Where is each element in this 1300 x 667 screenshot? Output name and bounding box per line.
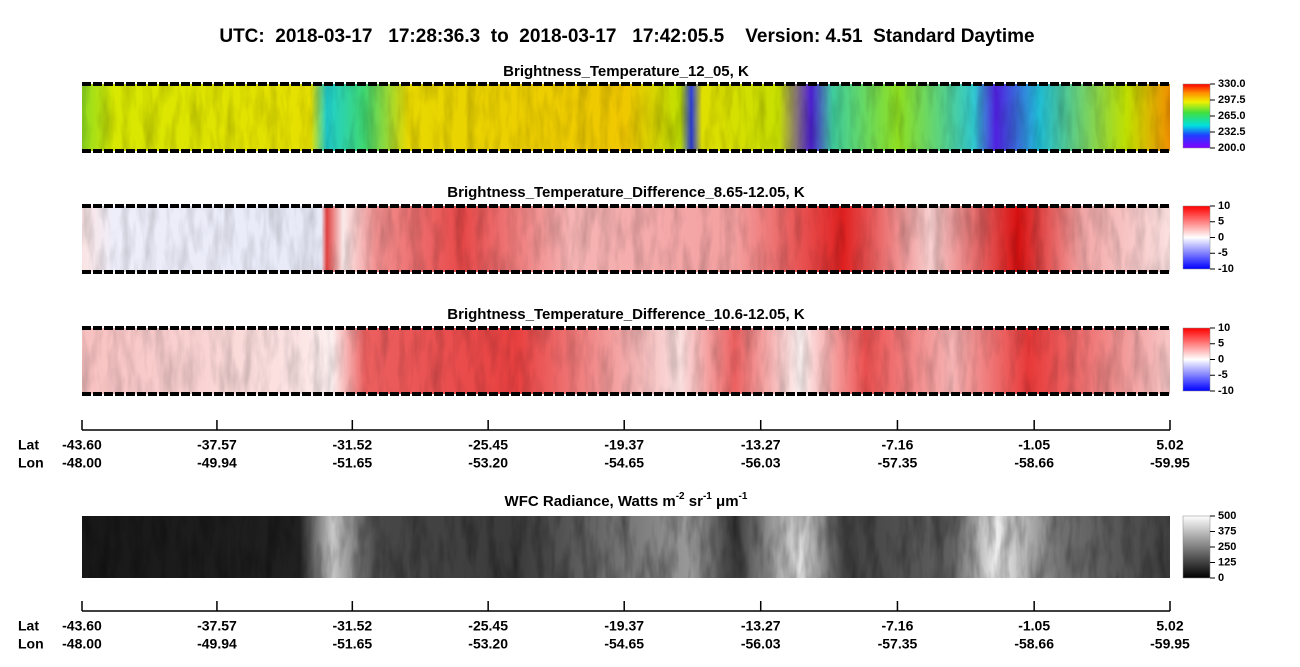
colorbar-tick-label: 125 xyxy=(1218,556,1236,568)
colorbar-tick-label: 0 xyxy=(1218,572,1224,584)
lon-tick-label: -58.66 xyxy=(1014,455,1054,471)
colorbar-tick-label: 5 xyxy=(1218,216,1224,228)
lon-label: Lon xyxy=(18,636,44,652)
lat-tick-label: -7.16 xyxy=(881,618,913,634)
superscript: -1 xyxy=(739,491,748,502)
lon-tick-label: -49.94 xyxy=(197,636,237,652)
panel-title: Brightness_Temperature_12_05, K xyxy=(503,63,749,80)
title-part: WFC Radiance, Watts m xyxy=(505,493,676,510)
lon-tick-label: -53.20 xyxy=(468,636,508,652)
colorbar xyxy=(1182,515,1211,579)
lat-label: Lat xyxy=(18,618,39,634)
lon-tick-label: -51.65 xyxy=(332,455,372,471)
title-part: sr xyxy=(685,493,704,510)
lon-tick-label: -56.03 xyxy=(741,455,781,471)
colorbar-tick-label: 10 xyxy=(1218,322,1230,334)
lon-tick-label: -54.65 xyxy=(604,636,644,652)
lat-tick-label: -7.16 xyxy=(881,437,913,453)
panel-title: Brightness_Temperature_Difference_10.6-1… xyxy=(447,306,805,323)
lon-tick-label: -57.35 xyxy=(878,455,918,471)
colorbar-tick-label: 5 xyxy=(1218,338,1224,350)
colorbar-tick-label: 330.0 xyxy=(1218,78,1246,90)
lon-tick-label: -48.00 xyxy=(62,636,102,652)
image-texture xyxy=(82,84,1170,151)
image-texture xyxy=(82,516,1170,578)
superscript: -2 xyxy=(676,491,685,502)
lon-tick-label: -49.94 xyxy=(197,455,237,471)
colorbar-tick-label: 500 xyxy=(1218,510,1236,522)
colorbar-tick-label: -5 xyxy=(1218,247,1228,259)
lat-tick-label: -43.60 xyxy=(62,437,102,453)
lat-tick-label: -19.37 xyxy=(604,437,644,453)
lon-tick-label: -54.65 xyxy=(604,455,644,471)
colorbar-tick-label: 297.5 xyxy=(1218,94,1246,106)
lon-tick-label: -48.00 xyxy=(62,455,102,471)
lat-tick-label: -1.05 xyxy=(1018,437,1050,453)
lon-tick-label: -56.03 xyxy=(741,636,781,652)
lat-tick-label: -31.52 xyxy=(332,618,372,634)
colorbar-tick-label: -5 xyxy=(1218,369,1228,381)
colorbar xyxy=(1182,205,1211,270)
colorbar-tick-label: 232.5 xyxy=(1218,126,1246,138)
page-title: UTC: 2018-03-17 17:28:36.3 to 2018-03-17… xyxy=(219,26,1034,47)
lat-tick-label: 5.02 xyxy=(1156,437,1183,453)
lon-tick-label: -59.95 xyxy=(1150,455,1190,471)
colorbar-tick-label: -10 xyxy=(1218,385,1234,397)
lat-tick-label: -25.45 xyxy=(468,437,508,453)
lat-tick-label: -43.60 xyxy=(62,618,102,634)
lat-label: Lat xyxy=(18,437,39,453)
colorbar-tick-label: 250 xyxy=(1218,541,1236,553)
title-part: μm xyxy=(712,493,739,510)
lat-tick-label: -37.57 xyxy=(197,437,237,453)
lat-tick-label: 5.02 xyxy=(1156,618,1183,634)
lat-tick-label: -25.45 xyxy=(468,618,508,634)
superscript: -1 xyxy=(703,491,712,502)
lat-tick-label: -13.27 xyxy=(741,618,781,634)
panel-title: WFC Radiance, Watts m-2 sr-1 μm-1 xyxy=(505,491,748,510)
lat-tick-label: -31.52 xyxy=(332,437,372,453)
image-texture xyxy=(82,328,1170,394)
panel-title: Brightness_Temperature_Difference_8.65-1… xyxy=(447,184,805,201)
colorbar-tick-label: 10 xyxy=(1218,200,1230,212)
colorbar-tick-label: 0 xyxy=(1218,353,1224,365)
colorbar-tick-label: 375 xyxy=(1218,525,1236,537)
lon-tick-label: -59.95 xyxy=(1150,636,1190,652)
lat-tick-label: -19.37 xyxy=(604,618,644,634)
colorbar-tick-label: 0 xyxy=(1218,231,1224,243)
colorbar-tick-label: -10 xyxy=(1218,263,1234,275)
colorbar-tick-label: 200.0 xyxy=(1218,142,1246,154)
lat-tick-label: -1.05 xyxy=(1018,618,1050,634)
lon-tick-label: -51.65 xyxy=(332,636,372,652)
image-texture xyxy=(82,206,1170,272)
lon-tick-label: -53.20 xyxy=(468,455,508,471)
colorbar-tick-label: 265.0 xyxy=(1218,110,1246,122)
lat-tick-label: -13.27 xyxy=(741,437,781,453)
lon-tick-label: -57.35 xyxy=(878,636,918,652)
lat-tick-label: -37.57 xyxy=(197,618,237,634)
colorbar xyxy=(1182,83,1211,149)
lon-label: Lon xyxy=(18,455,44,471)
colorbar xyxy=(1182,327,1211,392)
lon-tick-label: -58.66 xyxy=(1014,636,1054,652)
